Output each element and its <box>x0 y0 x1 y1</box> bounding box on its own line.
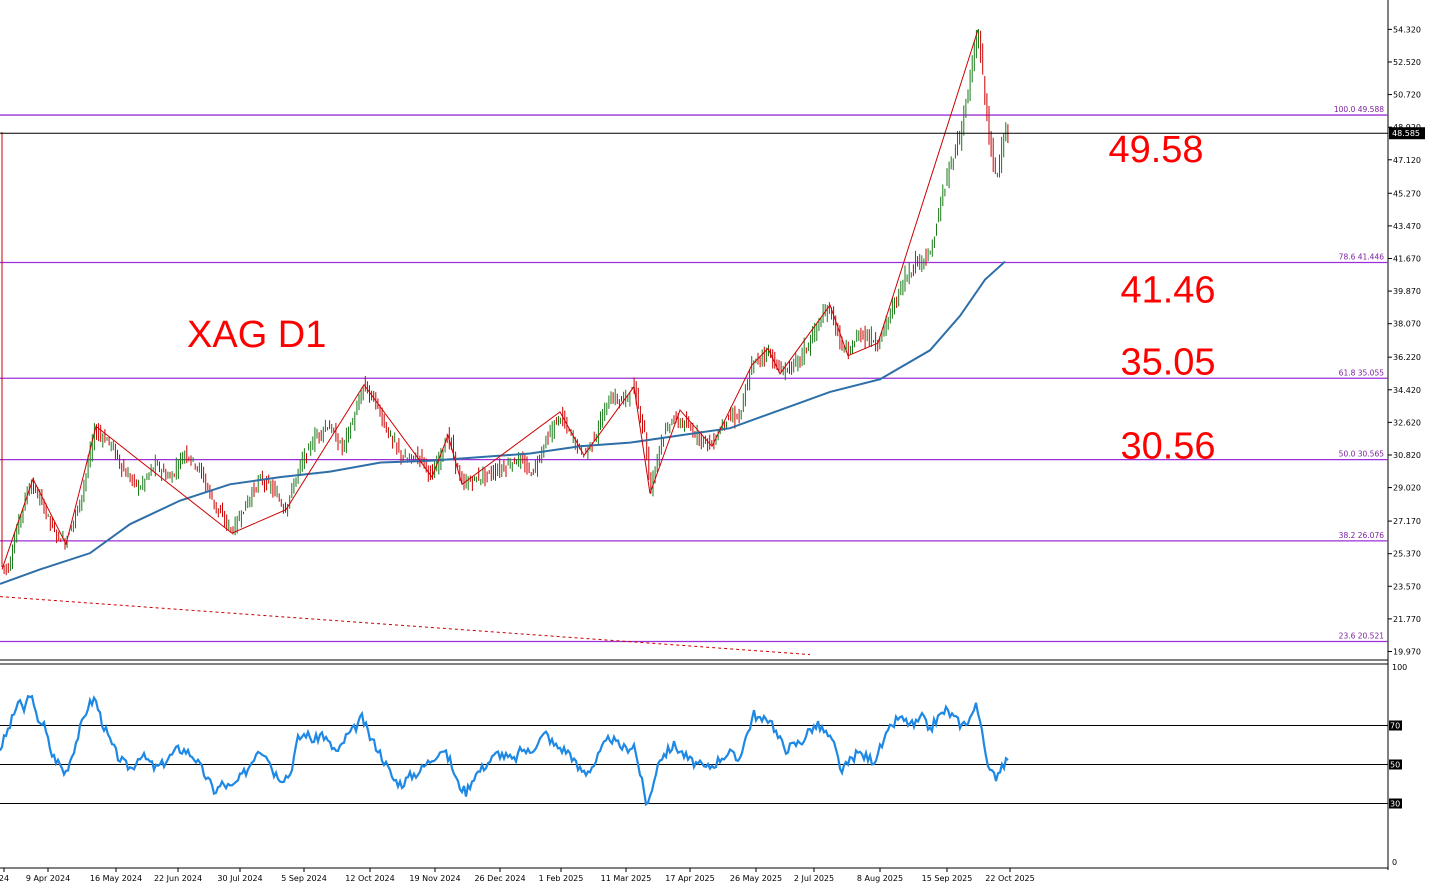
price-tick-label: 34.420 <box>1393 386 1421 395</box>
price-tick-label: 21.770 <box>1393 615 1421 624</box>
rsi-axis-label: 0 <box>1392 858 1397 867</box>
time-tick-label: 26 Dec 2024 <box>474 874 525 883</box>
price-tick-label: 52.520 <box>1393 58 1421 67</box>
price-tick-label: 50.720 <box>1393 91 1421 100</box>
price-tick-label: 39.870 <box>1393 287 1421 296</box>
rsi-line <box>0 694 1009 807</box>
time-tick-label: 9 Apr 2024 <box>26 874 70 883</box>
fib-annotation: 30.56 <box>1120 426 1215 468</box>
moving-average-line <box>0 260 1006 585</box>
rsi-axis-label: 50 <box>1390 761 1400 770</box>
rsi-level-box <box>1389 759 1402 770</box>
price-tick-label: 38.070 <box>1393 320 1421 329</box>
rsi-axis-label: 100 <box>1392 663 1407 672</box>
price-tick-label: 27.170 <box>1393 517 1421 526</box>
fib-label: 78.6 41.446 <box>1339 253 1385 262</box>
price-tick-label: 54.320 <box>1393 25 1421 34</box>
time-tick-label: 19 Nov 2024 <box>409 874 460 883</box>
chart-title: XAG D1 <box>187 314 326 356</box>
time-tick-label: 15 Sep 2025 <box>922 874 973 883</box>
time-axis: 24 9 Apr 2024 16 May 2024 22 Jun 2024 30 Jul… <box>0 868 1035 883</box>
price-tick-label: 29.020 <box>1393 484 1421 493</box>
rsi-axis-label: 70 <box>1390 722 1400 731</box>
price-candles <box>1 29 1009 576</box>
time-tick-label: 8 Aug 2025 <box>857 874 903 883</box>
time-tick-label: 2 Jul 2025 <box>794 874 834 883</box>
price-tick-label: 45.270 <box>1393 189 1421 198</box>
price-axis: 54.32052.52050.72048.92047.12045.27043.4… <box>1388 25 1421 656</box>
rsi-axis-label: 30 <box>1390 800 1400 809</box>
fib-levels: 100.0 49.588 78.6 41.446 61.8 35.055 50.0 3… <box>0 105 1388 643</box>
fib-annotations: 49.58 41.46 35.05 30.56 <box>1108 129 1215 468</box>
current-price-box <box>1389 127 1425 140</box>
rsi-panel: 100 70 50 30 0 <box>0 663 1407 867</box>
fib-label: 61.8 35.055 <box>1339 368 1385 377</box>
time-tick-label: 17 Apr 2025 <box>665 874 714 883</box>
price-tick-label: 36.220 <box>1393 353 1421 362</box>
rsi-level-box <box>1389 798 1402 809</box>
zigzag <box>1 29 979 570</box>
fib-label: 100.0 49.588 <box>1334 105 1384 114</box>
price-tick-label: 25.370 <box>1393 550 1421 559</box>
time-tick-label: 22 Jun 2024 <box>154 874 202 883</box>
price-tick-label: 47.120 <box>1393 156 1421 165</box>
dashed-trendline <box>0 596 811 656</box>
time-tick-label: 30 Jul 2024 <box>217 874 262 883</box>
time-tick-label: 22 Oct 2025 <box>985 874 1034 883</box>
zigzag-line <box>1 29 979 570</box>
fib-label: 50.0 30.565 <box>1339 450 1385 459</box>
time-tick-label: 16 May 2024 <box>90 874 142 883</box>
price-tick-label: 43.470 <box>1393 222 1421 231</box>
fib-label: 23.6 20.521 <box>1339 632 1385 641</box>
fib-label: 38.2 26.076 <box>1339 531 1385 540</box>
moving-average <box>0 260 1006 585</box>
price-tick-label: 32.620 <box>1393 418 1421 427</box>
current-price-line: 48.585 <box>0 127 1425 140</box>
time-tick-label: 26 May 2025 <box>730 874 782 883</box>
fib-annotation: 49.58 <box>1108 129 1203 171</box>
price-tick-label: 41.670 <box>1393 254 1421 263</box>
trendline-dashed <box>0 596 811 656</box>
current-price-label: 48.585 <box>1392 129 1420 138</box>
price-tick-label: 19.970 <box>1393 647 1421 656</box>
time-tick-label: 11 Mar 2025 <box>601 874 652 883</box>
fib-annotation: 35.05 <box>1120 341 1215 383</box>
price-tick-label: 30.820 <box>1393 451 1421 460</box>
time-tick-label: 12 Oct 2024 <box>345 874 394 883</box>
time-tick-label: 1 Feb 2025 <box>539 874 584 883</box>
rsi-level-box <box>1389 720 1402 731</box>
time-tick-label: 5 Sep 2024 <box>281 874 327 883</box>
price-tick-label: 23.570 <box>1393 582 1421 591</box>
time-tick-label: 24 <box>0 874 9 883</box>
fib-annotation: 41.46 <box>1120 270 1215 312</box>
